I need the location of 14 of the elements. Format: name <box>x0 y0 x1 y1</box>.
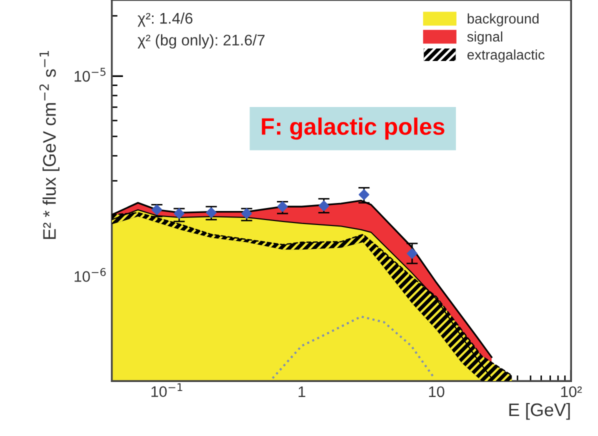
y-tick-label: 10$^{−6}$ <box>74 268 106 282</box>
annotation: χ² (bg only): 21.6/7 <box>138 34 265 49</box>
annotation: χ²: 1.4/6 <box>138 12 192 27</box>
y-tick-label: 10$^{−5}$ <box>74 68 106 82</box>
y-axis-title: E² * flux [GeV cm$^{−2}$ s$^{−1}$ <box>39 50 60 239</box>
annotation: F: galactic poles <box>262 118 444 140</box>
x-tick-label: 1 <box>298 386 306 397</box>
x-tick-label: 10² <box>561 386 582 398</box>
legend-label: signal <box>467 31 502 44</box>
x-tick-label: 10 <box>429 386 444 398</box>
x-axis-title: E [GeV] <box>509 402 570 420</box>
legend-label: background <box>468 13 539 26</box>
legend-label: extragalactic <box>467 49 544 62</box>
x-tick-label: 10$^{−1}$ <box>151 383 182 398</box>
